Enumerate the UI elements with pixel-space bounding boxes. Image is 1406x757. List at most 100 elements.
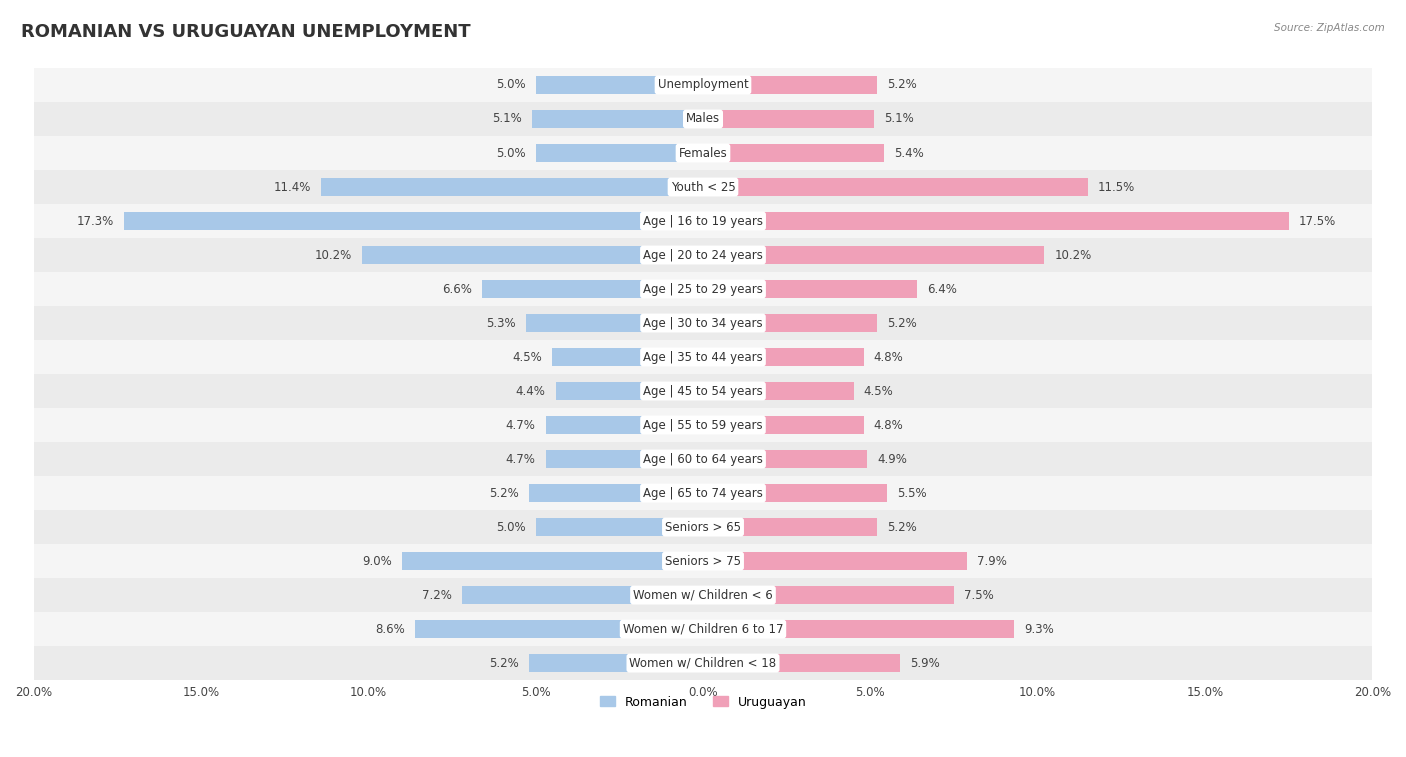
Bar	[703, 484, 887, 503]
Bar	[34, 374, 1372, 408]
Bar	[529, 654, 703, 672]
Bar	[34, 170, 1372, 204]
Text: Unemployment: Unemployment	[658, 79, 748, 92]
Bar	[34, 612, 1372, 646]
Bar	[703, 416, 863, 435]
Text: Females: Females	[679, 147, 727, 160]
Bar	[34, 578, 1372, 612]
Bar	[703, 382, 853, 400]
Bar	[555, 382, 703, 400]
Bar	[34, 544, 1372, 578]
Bar	[526, 313, 703, 332]
Bar	[703, 450, 868, 469]
Text: Source: ZipAtlas.com: Source: ZipAtlas.com	[1274, 23, 1385, 33]
Bar	[546, 450, 703, 469]
Bar	[124, 212, 703, 230]
Bar	[703, 110, 873, 129]
Text: 5.5%: 5.5%	[897, 487, 927, 500]
Bar	[361, 246, 703, 264]
Bar	[34, 510, 1372, 544]
Bar	[34, 442, 1372, 476]
Text: 4.5%: 4.5%	[863, 385, 893, 397]
Legend: Romanian, Uruguayan: Romanian, Uruguayan	[595, 690, 811, 714]
Bar	[703, 552, 967, 571]
Text: 5.0%: 5.0%	[496, 79, 526, 92]
Text: Age | 30 to 34 years: Age | 30 to 34 years	[643, 316, 763, 329]
Text: 5.0%: 5.0%	[496, 521, 526, 534]
Bar	[703, 246, 1045, 264]
Bar	[536, 76, 703, 95]
Bar	[536, 144, 703, 162]
Bar	[703, 76, 877, 95]
Bar	[703, 178, 1088, 196]
Text: Women w/ Children < 6: Women w/ Children < 6	[633, 589, 773, 602]
Bar	[34, 136, 1372, 170]
Text: Youth < 25: Youth < 25	[671, 180, 735, 194]
Text: 5.0%: 5.0%	[496, 147, 526, 160]
Bar	[34, 306, 1372, 340]
Text: 9.0%: 9.0%	[361, 555, 392, 568]
Bar	[34, 646, 1372, 680]
Text: Seniors > 75: Seniors > 75	[665, 555, 741, 568]
Bar	[553, 347, 703, 366]
Bar	[703, 620, 1014, 638]
Text: 17.5%: 17.5%	[1299, 214, 1336, 228]
Text: 5.3%: 5.3%	[486, 316, 516, 329]
Text: 7.5%: 7.5%	[965, 589, 994, 602]
Bar	[533, 110, 703, 129]
Text: Women w/ Children < 18: Women w/ Children < 18	[630, 656, 776, 670]
Text: 5.1%: 5.1%	[492, 113, 522, 126]
Bar	[34, 102, 1372, 136]
Text: Age | 65 to 74 years: Age | 65 to 74 years	[643, 487, 763, 500]
Bar	[529, 484, 703, 503]
Text: Age | 25 to 29 years: Age | 25 to 29 years	[643, 282, 763, 295]
Bar	[703, 518, 877, 537]
Text: 5.2%: 5.2%	[887, 316, 917, 329]
Text: 10.2%: 10.2%	[1054, 248, 1091, 261]
Bar	[34, 408, 1372, 442]
Bar	[703, 212, 1289, 230]
Bar	[703, 313, 877, 332]
Text: 10.2%: 10.2%	[315, 248, 352, 261]
Bar	[703, 144, 884, 162]
Bar	[402, 552, 703, 571]
Bar	[322, 178, 703, 196]
Text: 8.6%: 8.6%	[375, 622, 405, 636]
Text: 6.4%: 6.4%	[928, 282, 957, 295]
Bar	[546, 416, 703, 435]
Text: 4.8%: 4.8%	[873, 419, 904, 431]
Text: 4.7%: 4.7%	[506, 419, 536, 431]
Text: Age | 55 to 59 years: Age | 55 to 59 years	[643, 419, 763, 431]
Text: 5.4%: 5.4%	[894, 147, 924, 160]
Text: Age | 20 to 24 years: Age | 20 to 24 years	[643, 248, 763, 261]
Bar	[463, 586, 703, 604]
Bar	[703, 586, 955, 604]
Bar	[703, 654, 900, 672]
Text: 9.3%: 9.3%	[1025, 622, 1054, 636]
Text: Age | 35 to 44 years: Age | 35 to 44 years	[643, 350, 763, 363]
Bar	[703, 347, 863, 366]
Bar	[34, 476, 1372, 510]
Bar	[34, 238, 1372, 272]
Bar	[703, 279, 917, 298]
Bar	[34, 204, 1372, 238]
Bar	[415, 620, 703, 638]
Text: 4.7%: 4.7%	[506, 453, 536, 466]
Text: 5.2%: 5.2%	[489, 487, 519, 500]
Text: Males: Males	[686, 113, 720, 126]
Text: Age | 16 to 19 years: Age | 16 to 19 years	[643, 214, 763, 228]
Bar	[34, 68, 1372, 102]
Text: 7.9%: 7.9%	[977, 555, 1007, 568]
Text: 5.2%: 5.2%	[887, 79, 917, 92]
Text: Seniors > 65: Seniors > 65	[665, 521, 741, 534]
Text: 5.2%: 5.2%	[887, 521, 917, 534]
Text: 5.1%: 5.1%	[884, 113, 914, 126]
Text: Age | 60 to 64 years: Age | 60 to 64 years	[643, 453, 763, 466]
Text: 11.5%: 11.5%	[1098, 180, 1135, 194]
Bar	[536, 518, 703, 537]
Text: 7.2%: 7.2%	[422, 589, 451, 602]
Text: Age | 45 to 54 years: Age | 45 to 54 years	[643, 385, 763, 397]
Text: Women w/ Children 6 to 17: Women w/ Children 6 to 17	[623, 622, 783, 636]
Bar	[34, 340, 1372, 374]
Text: 17.3%: 17.3%	[77, 214, 114, 228]
